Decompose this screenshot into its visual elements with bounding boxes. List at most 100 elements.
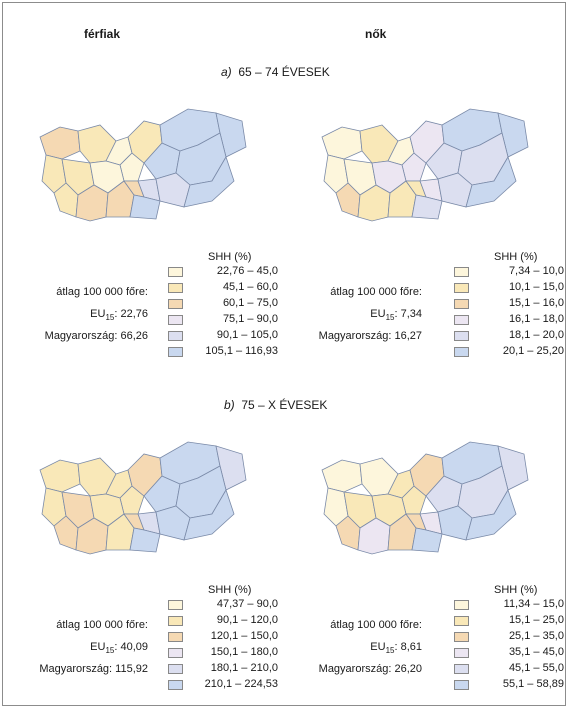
legend-title: SHH (%)	[208, 584, 252, 596]
legend-swatch	[454, 347, 469, 357]
legend-entry: 10,1 – 15,0	[454, 281, 570, 297]
county-region	[39, 126, 81, 160]
section-title-a: a) 65 – 74 ÉVESEK	[221, 65, 330, 79]
legend-label: 150,1 – 180,0	[210, 646, 278, 658]
section-letter: b)	[224, 398, 235, 412]
legend-entry: 45,1 – 60,0	[168, 281, 298, 297]
legend-title: SHH (%)	[494, 251, 538, 263]
legend-label: 180,1 – 210,0	[210, 662, 278, 674]
county-region	[465, 489, 517, 541]
legend-entry: 210,1 – 224,53	[168, 678, 298, 694]
legend-swatch	[168, 299, 183, 309]
legend-entry: 47,37 – 90,0	[168, 598, 298, 614]
legend-label: 25,1 – 35,0	[508, 630, 564, 642]
legend-label: 7,34 – 10,0	[508, 265, 564, 277]
eu15-value: EU15: 8,61	[370, 641, 422, 656]
legend-swatch	[168, 632, 183, 642]
legend-swatch	[454, 283, 469, 293]
legend-swatch	[454, 331, 469, 341]
legend-label: 18,1 – 20,0	[508, 329, 564, 341]
hungary-value: Magyarország: 26,20	[318, 663, 422, 675]
legend-label: 105,1 – 116,93	[205, 345, 278, 357]
county-region	[321, 126, 363, 160]
legend-entry: 120,1 – 150,0	[168, 630, 298, 646]
legend-entry: 15,1 – 16,0	[454, 297, 570, 313]
legend-swatch	[454, 267, 469, 277]
county-region	[411, 194, 443, 220]
legend-entry: 35,1 – 45,0	[454, 646, 570, 662]
eu15-value: EU15: 22,76	[90, 308, 148, 323]
section-title-b: b) 75 – X ÉVESEK	[224, 398, 327, 412]
stats-women-65-74: átlag 100 000 főre: EU15: 7,34 Magyarorszá…	[282, 285, 422, 351]
stats-women-75-x: átlag 100 000 főre: EU15: 8,61 Magyarorszá…	[282, 618, 422, 684]
legend-entry: 150,1 – 180,0	[168, 646, 298, 662]
legend-swatch	[454, 648, 469, 658]
legend-swatch	[168, 664, 183, 674]
legend-swatch	[168, 648, 183, 658]
legend-entry: 75,1 – 90,0	[168, 313, 298, 329]
hungary-value: Magyarország: 115,92	[39, 663, 148, 675]
hungary-value: Magyarország: 66,26	[44, 330, 148, 342]
legend-entry: 55,1 – 58,89	[454, 678, 570, 694]
legend-label: 90,1 – 105,0	[216, 329, 278, 341]
legend-swatch	[454, 680, 469, 690]
map-women-75-x	[302, 418, 542, 558]
county-region	[321, 459, 363, 493]
legend-label: 45,1 – 55,0	[508, 662, 564, 674]
legend-label: 45,1 – 60,0	[222, 281, 278, 293]
county-region	[129, 527, 161, 553]
legend-entry: 16,1 – 18,0	[454, 313, 570, 329]
legend-entry: 22,76 – 45,0	[168, 265, 298, 281]
column-header-women: nők	[365, 27, 387, 41]
legend-entry: 180,1 – 210,0	[168, 662, 298, 678]
legend-label: 11,34 – 15,0	[503, 598, 564, 610]
map-men-65-74	[20, 85, 260, 225]
stats-men-75-x: átlag 100 000 főre: EU15: 40,09 Magyarorsz…	[8, 618, 148, 684]
legend-label: 47,37 – 90,0	[216, 598, 278, 610]
average-label: átlag 100 000 főre:	[330, 619, 422, 631]
legend-label: 60,1 – 75,0	[222, 297, 278, 309]
legend-label: 55,1 – 58,89	[502, 678, 564, 690]
average-label: átlag 100 000 főre:	[56, 286, 148, 298]
county-region	[411, 527, 443, 553]
county-region	[129, 194, 161, 220]
legend-label: 20,1 – 25,20	[502, 345, 564, 357]
average-label: átlag 100 000 főre:	[330, 286, 422, 298]
legend-swatch	[168, 283, 183, 293]
average-label: átlag 100 000 főre:	[56, 619, 148, 631]
county-region	[183, 489, 235, 541]
county-region	[465, 156, 517, 208]
legend-swatch	[168, 600, 183, 610]
eu15-value: EU15: 7,34	[370, 308, 422, 323]
legend-label: 22,76 – 45,0	[216, 265, 278, 277]
legend-entry: 7,34 – 10,0	[454, 265, 570, 281]
legend-title: SHH (%)	[208, 251, 252, 263]
section-letter: a)	[221, 65, 232, 79]
legend-label: 15,1 – 16,0	[508, 297, 564, 309]
legend-label: 90,1 – 120,0	[216, 614, 278, 626]
legend-label: 16,1 – 18,0	[508, 313, 564, 325]
legend-swatch	[168, 347, 183, 357]
map-men-75-x	[20, 418, 260, 558]
legend-label: 15,1 – 25,0	[508, 614, 564, 626]
legend-swatch	[454, 632, 469, 642]
legend-entry: 15,1 – 25,0	[454, 614, 570, 630]
legend-label: 75,1 – 90,0	[222, 313, 278, 325]
legend-entry: 25,1 – 35,0	[454, 630, 570, 646]
column-header-men: férfiak	[84, 27, 121, 41]
legend-entry: 45,1 – 55,0	[454, 662, 570, 678]
legend-swatch	[454, 299, 469, 309]
legend-swatch	[168, 315, 183, 325]
legend-entry: 18,1 – 20,0	[454, 329, 570, 345]
county-region	[39, 459, 81, 493]
legend-swatch	[454, 600, 469, 610]
legend-title: SHH (%)	[494, 584, 538, 596]
county-region	[183, 156, 235, 208]
eu15-value: EU15: 40,09	[90, 641, 148, 656]
legend-swatch	[168, 680, 183, 690]
legend-label: 120,1 – 150,0	[210, 630, 278, 642]
legend-entry: 105,1 – 116,93	[168, 345, 298, 361]
legend-entry: 11,34 – 15,0	[454, 598, 570, 614]
legend-label: 10,1 – 15,0	[508, 281, 564, 293]
